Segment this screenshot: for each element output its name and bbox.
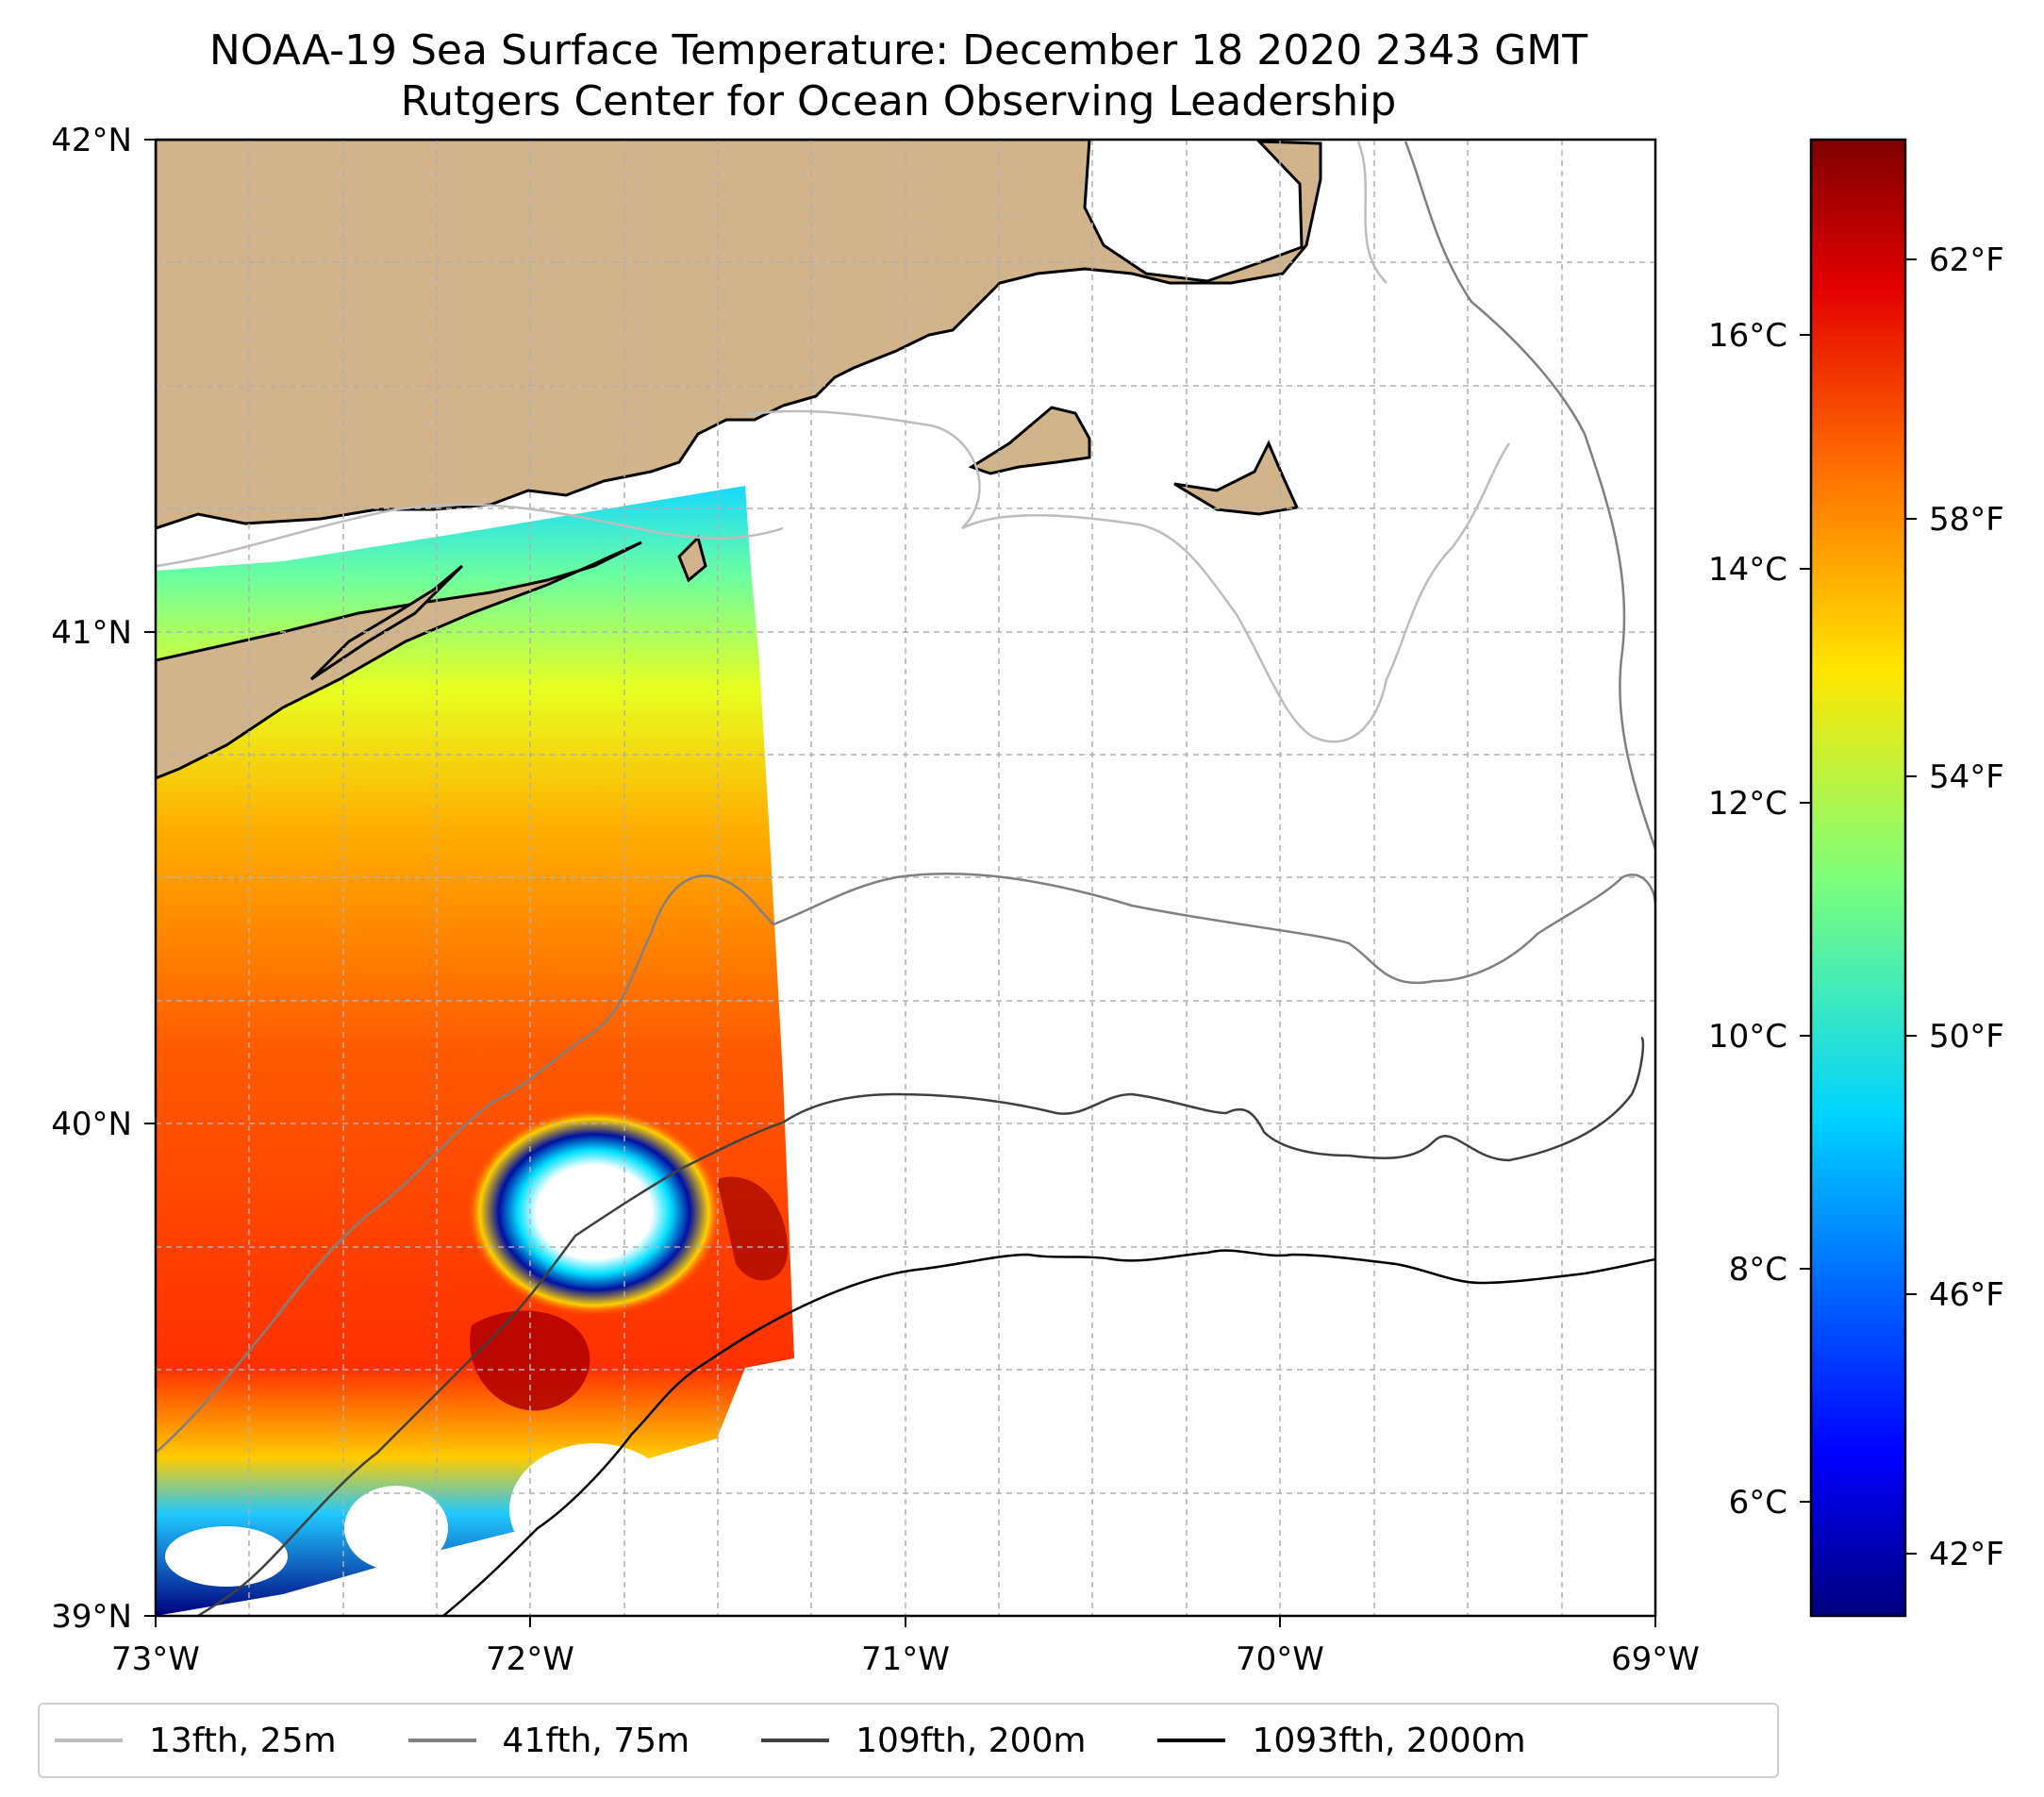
legend-swatch	[55, 1739, 123, 1742]
cloud-gap-3	[509, 1443, 679, 1575]
colorbar	[1809, 138, 1907, 1618]
colorbar-fahrenheit-label: 42°F	[1929, 1536, 2004, 1573]
legend-item: 109fth, 200m	[761, 1722, 1086, 1760]
legend-label: 41fth, 75m	[502, 1721, 690, 1760]
isobath-200m	[197, 1036, 1645, 1616]
legend-label: 13fth, 25m	[149, 1721, 337, 1760]
colorbar-celsius-label: 10°C	[1708, 1018, 1787, 1056]
legend-swatch	[1157, 1739, 1226, 1742]
map-title: NOAA-19 Sea Surface Temperature: Decembe…	[208, 26, 1588, 75]
x-tick-label: 69°W	[1611, 1640, 1700, 1678]
x-tick-label: 71°W	[861, 1640, 950, 1678]
x-tick-label: 73°W	[111, 1640, 200, 1678]
isobath-75m	[156, 141, 1655, 1454]
land-long-island	[156, 541, 642, 780]
land-block-island	[677, 535, 707, 583]
map-subtitle: Rutgers Center for Ocean Observing Leade…	[400, 77, 1397, 125]
x-tick-label: 72°W	[486, 1640, 574, 1678]
sst-warm-east	[717, 1176, 789, 1281]
sst-swath	[156, 486, 794, 1616]
cloud-gap-1	[165, 1526, 288, 1587]
cold-eddy	[467, 1108, 722, 1316]
colorbar-fahrenheit-label: 50°F	[1929, 1018, 2004, 1056]
colorbar-fahrenheit-label: 46°F	[1929, 1276, 2004, 1314]
y-tick-label: 39°N	[51, 1598, 132, 1636]
legend-item: 41fth, 75m	[407, 1721, 690, 1760]
land-nantucket	[1173, 440, 1300, 516]
colorbar-celsius-label: 14°C	[1708, 551, 1787, 589]
legend-swatch	[407, 1739, 476, 1742]
legend-item: 13fth, 25m	[55, 1722, 337, 1760]
legend-label: 1093fth, 2000m	[1252, 1721, 1526, 1760]
colorbar-celsius-label: 16°C	[1708, 317, 1787, 355]
colorbar-fahrenheit-label: 58°F	[1929, 501, 2004, 539]
legend-item: 1093fth, 2000m	[1157, 1721, 1526, 1760]
colorbar-fahrenheit-label: 54°F	[1929, 758, 2004, 796]
isobath-2000m	[442, 1249, 1655, 1616]
colorbar-fahrenheit-label: 62°F	[1929, 241, 2004, 279]
y-tick-label: 41°N	[51, 614, 132, 652]
legend-swatch	[761, 1739, 830, 1742]
isobath-legend: 13fth, 25m 41fth, 75m 109fth, 200m 1093f…	[38, 1703, 1779, 1778]
colorbar-celsius-label: 6°C	[1729, 1484, 1787, 1522]
colorbar-celsius-label: 8°C	[1729, 1251, 1787, 1289]
y-tick-label: 40°N	[51, 1106, 132, 1143]
sst-warm-core	[470, 1310, 590, 1411]
cloud-gap-2	[344, 1486, 448, 1571]
isobath-25m	[156, 141, 1511, 743]
legend-label: 109fth, 200m	[856, 1721, 1087, 1760]
x-tick-label: 70°W	[1236, 1640, 1324, 1678]
colorbar-celsius-label: 12°C	[1708, 785, 1787, 823]
y-tick-label: 42°N	[51, 122, 132, 159]
land-marthas-vineyard	[968, 406, 1091, 475]
